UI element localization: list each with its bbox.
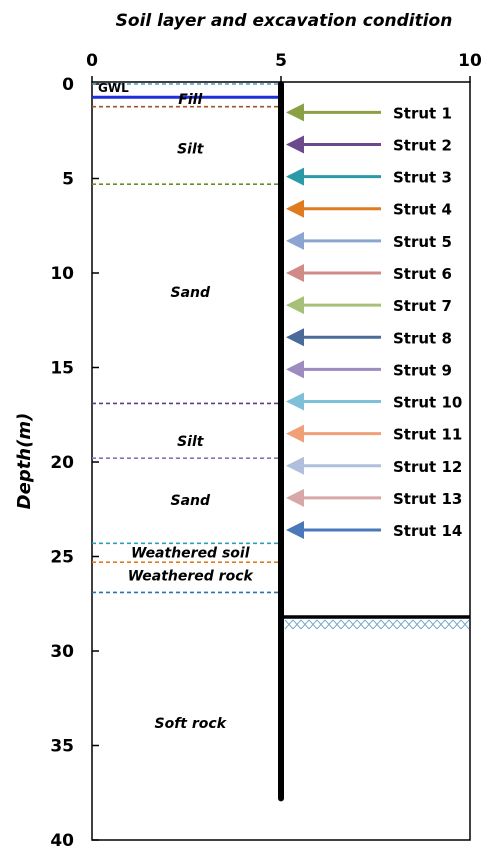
diagram-title: Soil layer and excavation condition	[116, 11, 453, 31]
ground-hatch	[308, 619, 318, 630]
strut-arrow-head	[286, 392, 304, 411]
strut-arrow-head	[286, 231, 304, 250]
ground-hatch	[332, 619, 342, 630]
strut-label: Strut 14	[393, 522, 462, 540]
layer-label: Weathered rock	[128, 568, 255, 584]
y-tick-label: 15	[50, 359, 74, 379]
ground-hatch	[452, 619, 462, 630]
x-tick-label: 0	[86, 51, 98, 71]
strut-label: Strut 7	[393, 297, 452, 315]
strut-label: Strut 5	[393, 233, 452, 251]
strut-arrow-head	[286, 135, 304, 154]
strut-arrow-head	[286, 199, 304, 218]
strut-arrow-head	[286, 103, 304, 122]
layer-label: Silt	[177, 434, 205, 450]
y-axis: 0 5 10 15 20 25 30 35 40	[50, 75, 99, 851]
strut-label: Strut 8	[393, 329, 452, 347]
layer-label: Sand	[171, 493, 211, 509]
strut-label: Strut 6	[393, 265, 452, 283]
layer-label: Fill	[178, 92, 202, 108]
strut-arrow-head	[286, 424, 304, 443]
y-tick-label: 35	[50, 737, 74, 757]
layer-boundaries	[92, 83, 281, 594]
y-tick-label: 10	[50, 264, 74, 284]
ground-hatch	[364, 619, 374, 630]
strut-label: Strut 11	[393, 426, 462, 444]
strut-arrow-head	[286, 167, 304, 186]
strut-label: Strut 2	[393, 136, 452, 154]
gwl-label: GWL	[98, 81, 129, 95]
strut-arrow-head	[286, 521, 304, 540]
strut-arrow-head	[286, 488, 304, 507]
strut-arrow-head	[286, 264, 304, 282]
ground-hatch	[444, 619, 454, 630]
ground-hatch	[348, 619, 358, 630]
ground-hatch	[412, 619, 422, 630]
strut-arrow-head	[286, 296, 304, 315]
ground-hatch	[340, 619, 350, 630]
ground-hatch	[460, 619, 470, 630]
struts: Strut 1 Strut 2 Strut 3 Strut 4 Strut 5 Strut…	[286, 103, 462, 540]
ground-hatch	[292, 619, 302, 630]
x-tick-label: 10	[458, 51, 482, 71]
ground-hatch	[372, 619, 382, 630]
y-tick-label: 25	[50, 548, 74, 568]
ground-hatch	[316, 619, 326, 630]
ground-hatch	[436, 619, 446, 630]
ground-hatch	[324, 619, 334, 630]
y-tick-label: 20	[50, 453, 74, 473]
ground-hatch	[388, 619, 398, 630]
y-tick-label: 30	[50, 642, 74, 662]
ground-hatch	[396, 619, 406, 630]
groundwater-level: GWL	[92, 81, 281, 99]
layer-labels: Fill Silt Sand Silt Sand Weathered soil Weathe…	[128, 92, 255, 732]
x-axis: 0 5 10	[86, 51, 482, 82]
y-axis-label: Depth(m)	[14, 413, 35, 510]
ground-hatch	[356, 619, 366, 630]
layer-label: Soft rock	[155, 716, 228, 732]
layer-label: Silt	[177, 141, 205, 157]
ground-hatch	[420, 619, 430, 630]
strut-label: Strut 3	[393, 169, 452, 187]
ground-hatch	[284, 619, 294, 630]
ground-hatch	[428, 619, 438, 630]
strut-label: Strut 4	[393, 201, 452, 219]
ground-hatch	[380, 619, 390, 630]
ground-hatch	[300, 619, 310, 630]
strut-label: Strut 12	[393, 458, 462, 476]
layer-label: Sand	[171, 285, 211, 301]
x-tick-label: 5	[275, 51, 287, 71]
strut-label: Strut 9	[393, 361, 452, 379]
y-tick-label: 5	[62, 170, 74, 190]
strut-label: Strut 1	[393, 104, 452, 122]
strut-arrow-head	[286, 360, 304, 379]
y-tick-label: 0	[62, 75, 74, 95]
y-tick-label: 40	[50, 831, 74, 851]
excavation-bottom	[281, 615, 470, 630]
strut-label: Strut 10	[393, 394, 462, 412]
strut-arrow-head	[286, 328, 304, 347]
ground-hatch	[404, 619, 414, 630]
strut-arrow-head	[286, 456, 304, 475]
layer-label: Weathered soil	[131, 546, 250, 562]
strut-label: Strut 13	[393, 490, 462, 508]
